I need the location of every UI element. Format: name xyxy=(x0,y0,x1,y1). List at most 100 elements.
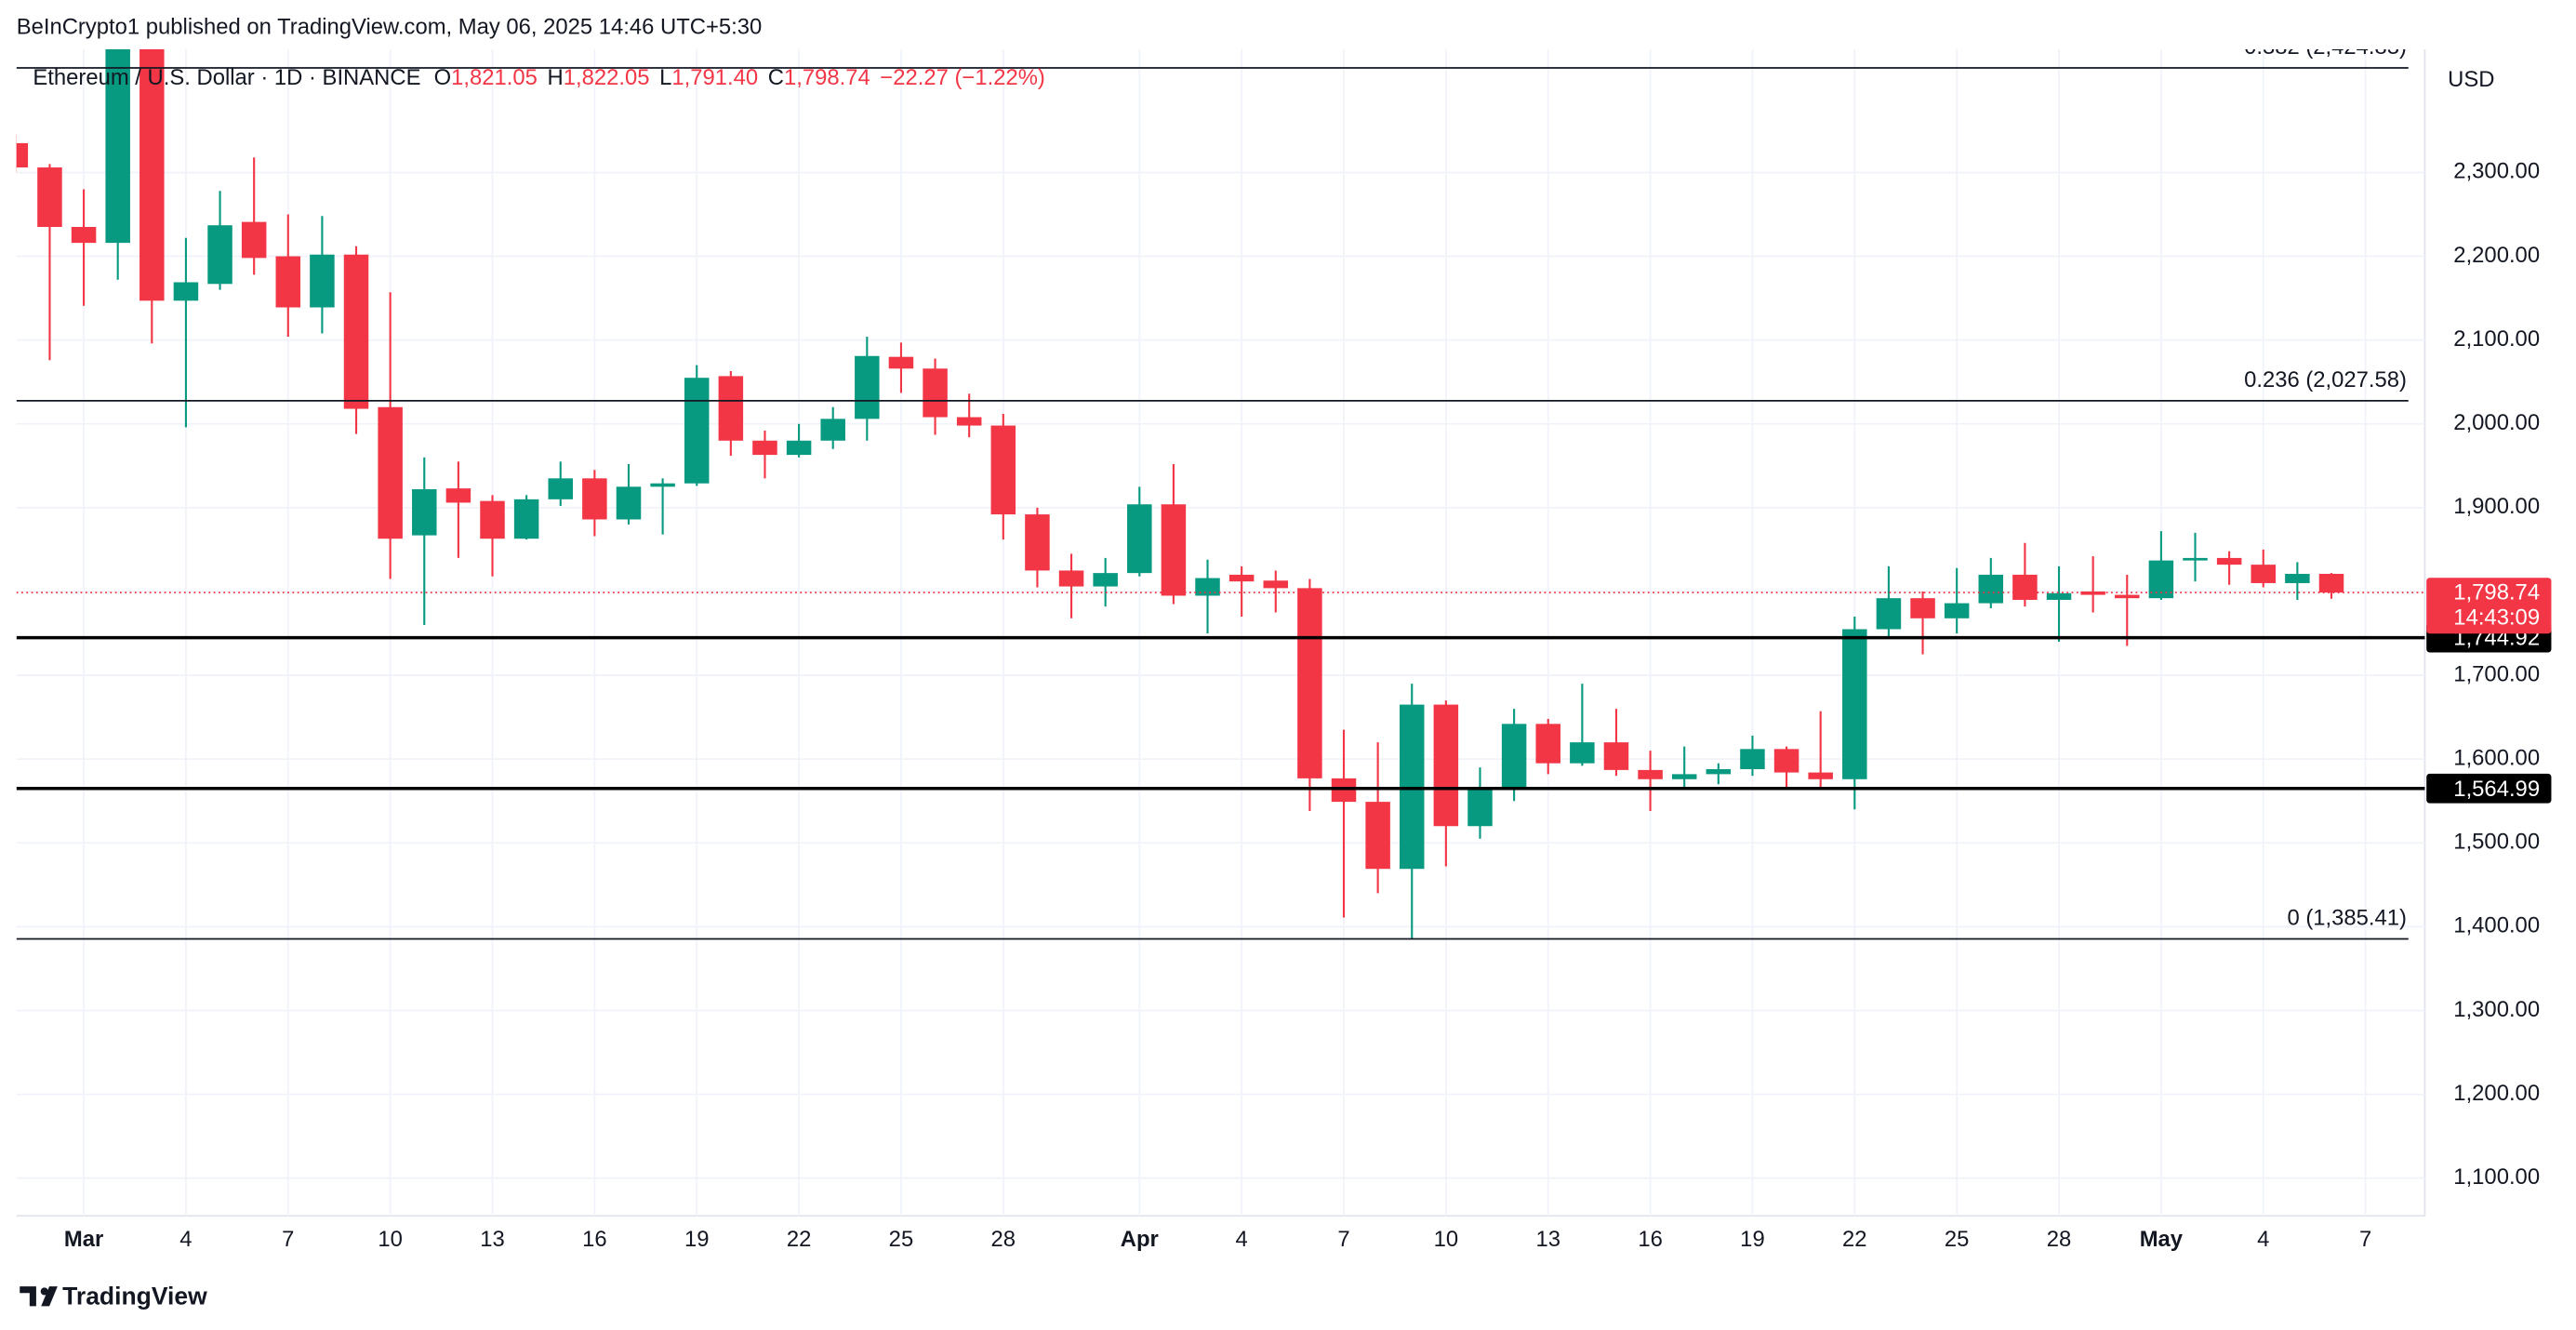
y-tick-label: 2,100.00 xyxy=(2453,326,2540,352)
candle-body xyxy=(2285,574,2310,583)
candle-body xyxy=(71,227,97,244)
candle-body xyxy=(923,368,948,418)
candle-body xyxy=(275,256,301,308)
legend-field-label: C xyxy=(768,65,784,90)
x-tick-label: 13 xyxy=(480,1227,505,1252)
logo-dot xyxy=(40,1287,48,1296)
y-tick-label: 1,700.00 xyxy=(2453,661,2540,686)
candle-body xyxy=(1331,778,1357,803)
candle-body xyxy=(2012,574,2038,600)
x-tick-label: 10 xyxy=(1434,1227,1459,1252)
legend-field-value: 1,791.40 xyxy=(671,65,758,90)
candle-body xyxy=(241,221,267,259)
candle-body xyxy=(1570,742,1595,764)
last-price-label: 1,798.74 xyxy=(2453,579,2540,605)
x-tick-label: 7 xyxy=(282,1227,294,1252)
candle-body xyxy=(684,378,710,484)
candle-body xyxy=(2318,573,2344,593)
fib-level-label: 0 (1,385.41) xyxy=(2288,906,2408,931)
legend-field-label: H xyxy=(548,65,564,90)
candle-body xyxy=(1093,573,1118,587)
candle-body xyxy=(310,254,335,308)
x-tick-label: 25 xyxy=(1945,1227,1970,1252)
candle-body xyxy=(1228,574,1255,582)
candle-body xyxy=(616,486,642,520)
candle-body xyxy=(1706,768,1732,775)
candle-body xyxy=(752,440,777,456)
fib-level-label: 0.382 (2,424.83) xyxy=(2244,34,2407,60)
legend-field-value: 1,822.05 xyxy=(564,65,650,90)
brand: TradingView xyxy=(62,1283,207,1310)
candle-body xyxy=(650,483,675,487)
last-price-tag xyxy=(2426,578,2552,634)
y-tick-label: 1,900.00 xyxy=(2453,494,2540,519)
candle-body xyxy=(2183,557,2208,561)
x-tick-label: 22 xyxy=(787,1227,812,1252)
candle-body xyxy=(1399,704,1425,870)
x-tick-label: 4 xyxy=(179,1227,192,1252)
x-tick-label: May xyxy=(2140,1227,2184,1252)
x-tick-label: 19 xyxy=(1740,1227,1765,1252)
candle-body xyxy=(820,419,845,441)
candle-body xyxy=(139,48,165,301)
candle-body xyxy=(2046,592,2072,600)
candle-body xyxy=(1773,749,1799,773)
candle-body xyxy=(990,425,1016,515)
tradingview-logo xyxy=(20,1286,58,1307)
legend-symbol: Ethereum / U.S. Dollar · 1D · BINANCE xyxy=(33,65,420,90)
x-tick-label: 19 xyxy=(684,1227,710,1252)
candle-body xyxy=(1842,629,1867,779)
candle-body xyxy=(1433,704,1459,827)
candle-body xyxy=(2251,565,2276,583)
candle-body xyxy=(207,225,232,285)
y-tick-label: 1,500.00 xyxy=(2453,830,2540,855)
candle-body xyxy=(173,282,199,301)
candle-body xyxy=(1025,514,1050,571)
y-tick-label: 1,600.00 xyxy=(2453,745,2540,770)
candle-body xyxy=(1467,789,1493,827)
candle-body xyxy=(445,488,471,503)
x-tick-label: Mar xyxy=(64,1227,103,1252)
candle-body xyxy=(1058,570,1084,587)
x-tick-label: 25 xyxy=(889,1227,914,1252)
publisher: BeInCrypto1 published on TradingView.com… xyxy=(17,14,763,39)
candle-body xyxy=(1263,580,1289,589)
candle-body xyxy=(888,356,914,369)
x-tick-label: 28 xyxy=(2047,1227,2072,1252)
support-tag xyxy=(2426,773,2552,804)
legend-field-value: 1,821.05 xyxy=(451,65,538,90)
candle-body xyxy=(16,142,29,168)
candle-body xyxy=(582,478,607,520)
x-tick-label: 4 xyxy=(1236,1227,1248,1252)
candle-body xyxy=(1535,724,1560,764)
candle-body xyxy=(412,489,437,536)
candle-body xyxy=(1195,578,1220,596)
x-tick-label: 10 xyxy=(378,1227,403,1252)
legend-change: −22.27 (−1.22%) xyxy=(880,65,1045,90)
x-tick-label: 13 xyxy=(1535,1227,1560,1252)
candle-body xyxy=(1365,802,1390,870)
plot: 0.382 (2,424.83) 0.236 (2,027.58) 0 (1,385… xyxy=(16,34,2425,940)
candle-body xyxy=(1638,769,1663,779)
x-tick-label: 7 xyxy=(2359,1227,2371,1252)
candle-body xyxy=(1944,603,1970,618)
support-tag-label: 1,564.99 xyxy=(2453,777,2540,802)
candle-body xyxy=(718,376,744,441)
y-tick-label: 1,100.00 xyxy=(2453,1164,2540,1190)
x-tick-label: Apr xyxy=(1121,1227,1159,1252)
candle-body xyxy=(513,499,539,539)
candle-body xyxy=(1297,588,1322,778)
candle-body xyxy=(786,440,812,456)
candle-body xyxy=(1740,749,1765,769)
y-tick-label: 2,000.00 xyxy=(2453,410,2540,435)
candle-body xyxy=(378,406,403,539)
legend-field-label: L xyxy=(659,65,671,90)
candle-body xyxy=(1671,774,1697,779)
y-tick-label: 1,300.00 xyxy=(2453,997,2540,1022)
candle-body xyxy=(343,254,369,409)
legend-field-value: 1,798.74 xyxy=(784,65,870,90)
y-tick-label: 2,200.00 xyxy=(2453,243,2540,268)
x-tick-label: 22 xyxy=(1842,1227,1867,1252)
